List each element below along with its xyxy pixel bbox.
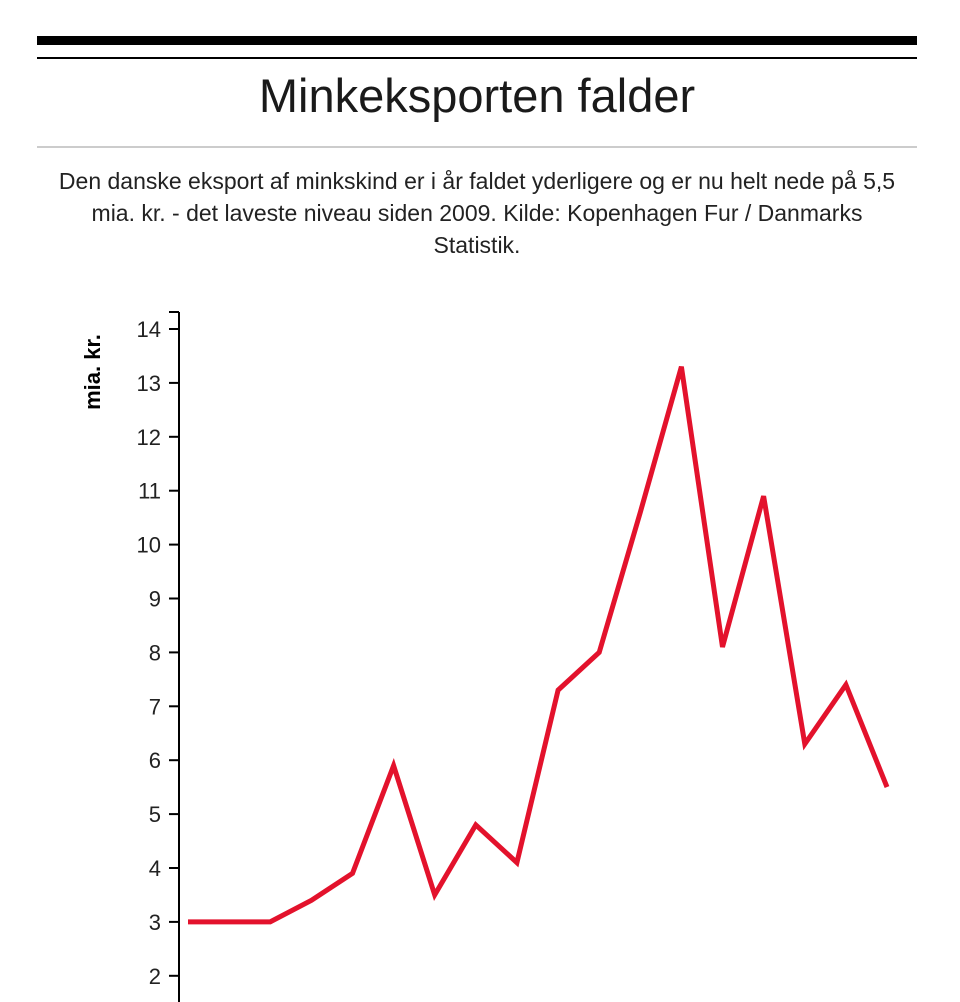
y-tick-label: 10	[137, 533, 161, 558]
y-tick-label: 2	[149, 964, 161, 989]
y-tick-label: 7	[149, 694, 161, 719]
y-axis-title: mia. kr.	[80, 334, 105, 410]
y-tick-label: 13	[137, 371, 161, 396]
chart-title: Minkeksporten falder	[258, 69, 696, 122]
y-tick-label: 11	[138, 479, 161, 504]
series-line	[188, 366, 890, 925]
title-divider	[37, 146, 917, 148]
y-tick-label: 4	[149, 856, 161, 881]
y-tick-label: 6	[149, 748, 161, 773]
chart-subtitle: Den danske eksport af minkskind er i år …	[58, 168, 896, 258]
y-tick-label: 14	[137, 317, 161, 342]
y-tick-label: 9	[149, 587, 161, 612]
y-tick-label: 3	[149, 910, 161, 935]
y-tick-label: 12	[137, 425, 161, 450]
header-rule-thick	[37, 36, 917, 45]
header-rule-thin	[37, 57, 917, 59]
y-tick-label: 5	[149, 802, 161, 827]
y-tick-label: 8	[149, 640, 161, 665]
y-axis: 2 3 4 5 6 7 8 9 10 11 12 13 14	[137, 311, 180, 1002]
